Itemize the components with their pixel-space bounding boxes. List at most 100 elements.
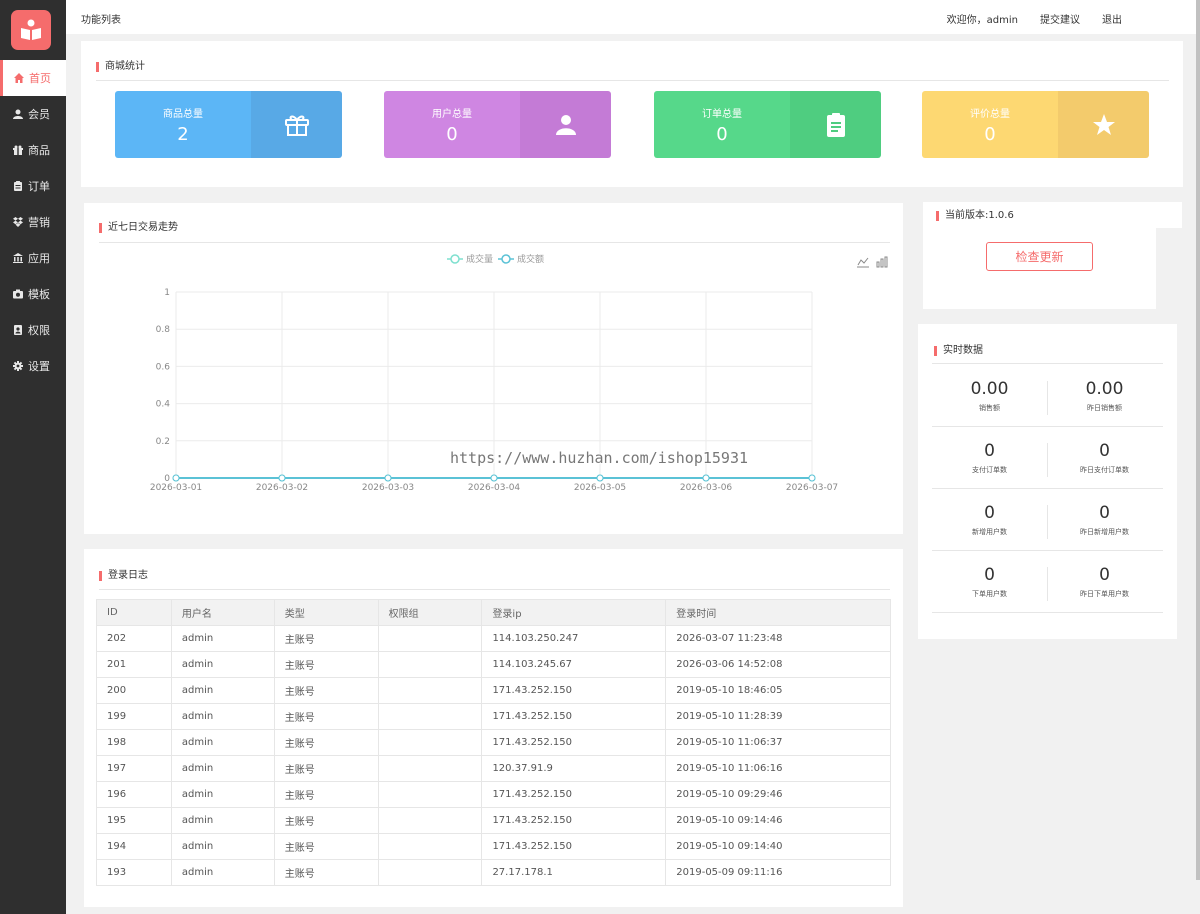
table-cell: 主账号 (273, 859, 379, 886)
sidebar-item-id-card[interactable]: 权限 (0, 312, 66, 348)
check-update-button[interactable]: 检查更新 (986, 242, 1093, 271)
table-cell: admin (170, 859, 275, 886)
dropbox-icon (12, 216, 24, 228)
table-row: 197 admin 主账号 120.37.91.9 2019-05-10 11:06:1… (96, 755, 891, 782)
realtime-value: 0 (984, 503, 995, 523)
table-cell: 2019-05-10 11:06:37 (665, 729, 891, 756)
table-cell: 171.43.252.150 (481, 833, 667, 860)
id-card-icon (12, 324, 24, 336)
realtime-value: 0 (984, 441, 995, 461)
sidebar-item-gift[interactable]: 商品 (0, 132, 66, 168)
bank-icon (12, 252, 24, 264)
column-header: 登录ip (481, 599, 667, 626)
realtime-caption: 昨日支付订单数 (1080, 466, 1129, 474)
table-cell: 198 (96, 729, 172, 756)
realtime-stat: 0.00 销售额 (932, 379, 1047, 413)
table-cell: 2019-05-10 18:46:05 (665, 677, 891, 704)
realtime-caption: 新增用户数 (972, 528, 1007, 536)
sidebar-item-camera[interactable]: 模板 (0, 276, 66, 312)
sidebar-item-bank[interactable]: 应用 (0, 240, 66, 276)
table-cell: 201 (96, 651, 172, 678)
table-cell: admin (170, 755, 275, 782)
table-cell: 2026-03-07 11:23:48 (665, 625, 891, 652)
feedback-link[interactable]: 提交建议 (1040, 15, 1080, 26)
user-icon (555, 114, 576, 135)
login-log-title: 登录日志 (99, 571, 148, 581)
divider (96, 80, 1169, 81)
table-cell: 114.103.250.247 (481, 625, 667, 652)
table-cell: 27.17.178.1 (481, 859, 667, 886)
table-cell: 2019-05-10 11:06:16 (665, 755, 891, 782)
table-cell: 194 (96, 833, 172, 860)
table-cell: 200 (96, 677, 172, 704)
version-label: 当前版本:1.0.6 (936, 211, 1014, 221)
table-cell (377, 833, 483, 860)
table-cell: admin (170, 651, 275, 678)
trend-panel (84, 203, 903, 534)
table-cell (377, 755, 483, 782)
sidebar-item-home[interactable]: 首页 (0, 60, 66, 96)
sidebar-item-dropbox[interactable]: 营销 (0, 204, 66, 240)
divider (1047, 443, 1048, 477)
divider (1047, 505, 1048, 539)
stat-card[interactable]: 订单总量 0 (654, 91, 881, 158)
column-header: 权限组 (377, 599, 483, 626)
column-header: 用户名 (170, 599, 275, 626)
table-row: 194 admin 主账号 171.43.252.150 2019-05-10 09:1… (96, 833, 891, 860)
table-cell (377, 651, 483, 678)
camera-icon (12, 288, 24, 300)
table-row: 196 admin 主账号 171.43.252.150 2019-05-10 09:2… (96, 781, 891, 808)
clipboard-icon (826, 112, 845, 137)
table-cell: 主账号 (273, 833, 379, 860)
table-row: 198 admin 主账号 171.43.252.150 2019-05-10 11:0… (96, 729, 891, 756)
divider (99, 242, 890, 243)
page-scrollbar[interactable] (1196, 0, 1200, 880)
sidebar-item-user[interactable]: 会员 (0, 96, 66, 132)
stat-card[interactable]: 评价总量 0 (922, 91, 1149, 158)
table-cell: 主账号 (273, 755, 379, 782)
stat-label: 商品总量 (163, 108, 203, 120)
sidebar-item-label: 应用 (28, 252, 50, 265)
table-cell: 2019-05-10 09:14:46 (665, 807, 891, 834)
table-cell: 2026-03-06 14:52:08 (665, 651, 891, 678)
star-icon (1092, 113, 1115, 135)
app-logo[interactable] (11, 10, 51, 50)
realtime-stat: 0.00 昨日销售额 (1047, 379, 1162, 413)
bar-chart-toggle-icon[interactable] (876, 256, 888, 268)
welcome-user[interactable]: 欢迎你，admin (946, 15, 1018, 26)
table-cell: admin (170, 833, 275, 860)
sidebar-item-clipboard[interactable]: 订单 (0, 168, 66, 204)
table-cell: 171.43.252.150 (481, 807, 667, 834)
table-cell: 主账号 (273, 807, 379, 834)
chart-watermark: https://www.huzhan.com/ishop15931 (450, 449, 749, 467)
table-row: 201 admin 主账号 114.103.245.67 2026-03-06 14:5… (96, 651, 891, 678)
divider (1047, 381, 1048, 415)
stats-title: 商城统计 (96, 62, 145, 72)
user-icon (12, 108, 24, 120)
stat-card[interactable]: 商品总量 2 (115, 91, 342, 158)
realtime-stat: 0 下单用户数 (932, 565, 1047, 599)
realtime-value: 0 (1099, 441, 1110, 461)
divider (932, 363, 1163, 364)
trend-title: 近七日交易走势 (99, 223, 178, 233)
top-bar: 功能列表 欢迎你，admin 提交建议 退出 (66, 0, 1200, 34)
gift-icon (284, 115, 309, 136)
line-chart-toggle-icon[interactable] (857, 256, 869, 268)
sidebar-item-label: 营销 (28, 216, 50, 229)
sidebar-item-label: 设置 (28, 360, 50, 373)
stat-card[interactable]: 用户总量 0 (384, 91, 611, 158)
table-cell: 2019-05-10 09:14:40 (665, 833, 891, 860)
sidebar-nav: 首页 会员 商品 订单营销应用模板 权限设置 (0, 60, 66, 384)
table-cell: admin (170, 781, 275, 808)
logout-link[interactable]: 退出 (1102, 15, 1122, 26)
column-header: 类型 (273, 599, 379, 626)
realtime-caption: 销售额 (979, 404, 1000, 412)
table-cell: 主账号 (273, 677, 379, 704)
sidebar-item-gear[interactable]: 设置 (0, 348, 66, 384)
book-user-icon (21, 19, 41, 40)
table-cell: admin (170, 807, 275, 834)
gear-icon (12, 360, 24, 372)
table-cell: 主账号 (273, 729, 379, 756)
gift-icon (12, 144, 24, 156)
stat-label: 评价总量 (970, 108, 1010, 120)
